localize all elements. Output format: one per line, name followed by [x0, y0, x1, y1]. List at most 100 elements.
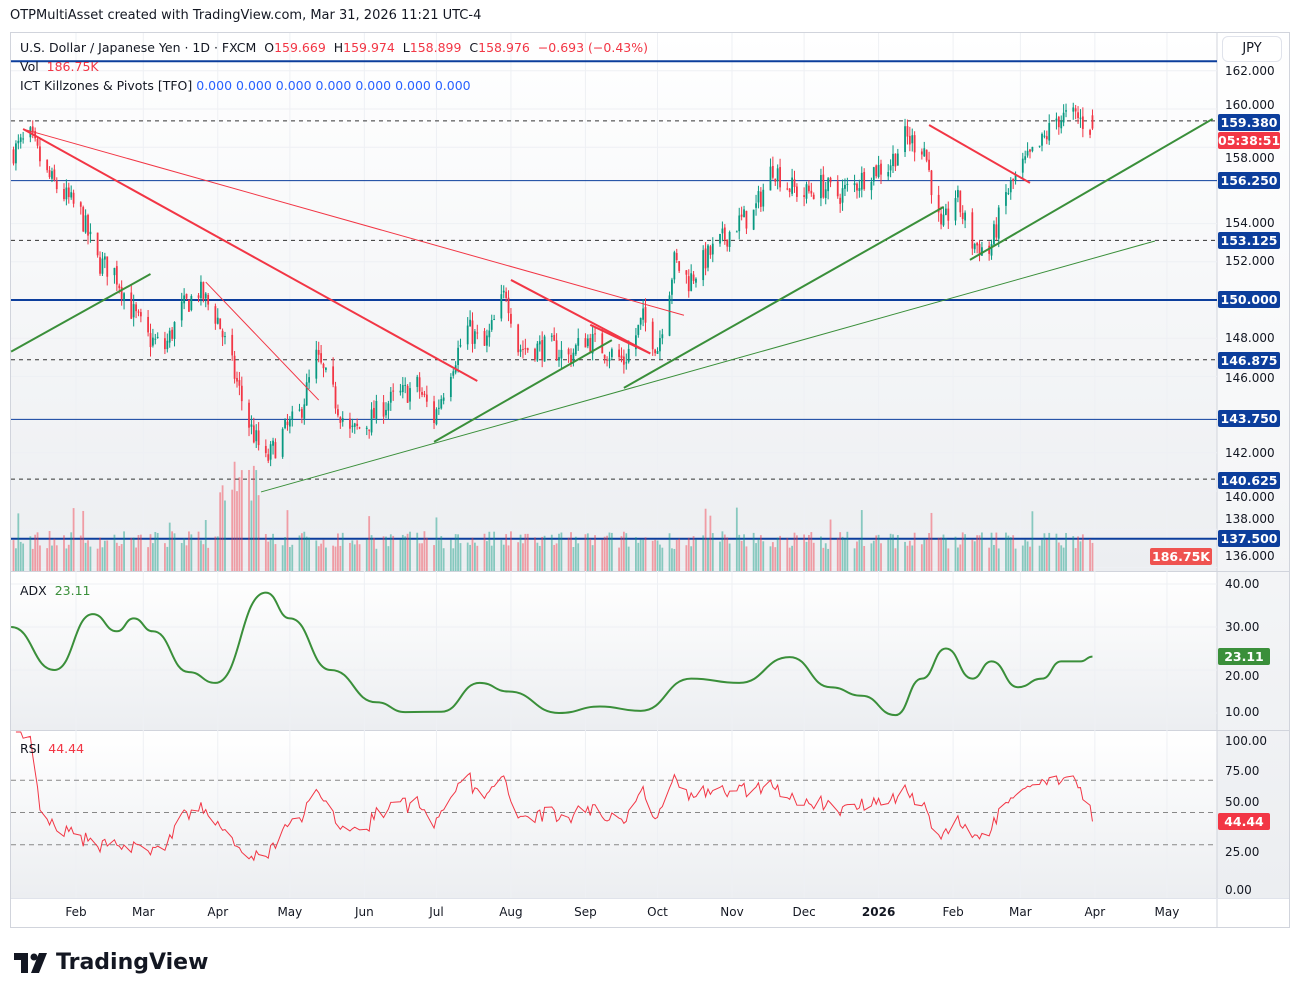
candle-body	[920, 151, 923, 155]
candle-body	[517, 324, 520, 353]
level-price-label: 156.250	[1218, 172, 1280, 189]
candle-body	[315, 349, 318, 379]
level-price-label: 146.875	[1218, 352, 1280, 369]
candle-body	[779, 167, 781, 188]
volume-bar	[659, 544, 661, 571]
volume-bar	[507, 545, 510, 571]
volume-bar	[625, 533, 628, 571]
candle-body	[118, 285, 121, 289]
candle-body	[437, 407, 440, 409]
candle-body	[923, 148, 926, 157]
volume-bar	[558, 533, 560, 571]
volume-bar	[63, 535, 65, 571]
candle-body	[84, 215, 87, 233]
volume-bar	[954, 536, 957, 571]
volume-bar	[728, 543, 731, 571]
volume-bar	[248, 469, 250, 571]
volume-bar	[942, 534, 945, 571]
volume-bar	[644, 537, 647, 571]
volume-bar	[534, 537, 536, 571]
candle-body	[284, 419, 286, 429]
volume-bar	[829, 519, 832, 571]
rsi-legend[interactable]: RSI 44.44	[20, 741, 84, 756]
volume-bar	[325, 547, 327, 571]
candle-body	[752, 209, 755, 230]
volume-bar	[538, 545, 541, 571]
candle-body	[971, 212, 974, 249]
candle-body	[305, 382, 308, 406]
volume-bar	[995, 532, 998, 571]
adx-legend[interactable]: ADX 23.11	[20, 583, 91, 598]
candle-body	[22, 138, 25, 140]
volume-bar	[409, 531, 411, 571]
candle-body	[435, 409, 438, 425]
price-tick-label: 154.000	[1225, 216, 1275, 230]
volume-bar	[743, 534, 745, 571]
tradingview-logo[interactable]: TradingView	[14, 950, 208, 975]
candle-body	[281, 428, 284, 457]
volume-bar	[180, 543, 183, 571]
volume-bar	[1077, 536, 1079, 571]
time-tick-label: Dec	[792, 905, 816, 919]
indicator-legend[interactable]: ICT Killzones & Pivots [TFO] 0.000 0.000…	[20, 78, 471, 93]
volume-bar	[947, 548, 950, 571]
candle-body	[858, 188, 861, 192]
currency-button[interactable]: JPY	[1222, 36, 1282, 62]
volume-bar	[745, 546, 748, 571]
volume-bar	[164, 543, 166, 571]
volume-bar	[793, 532, 796, 571]
candle-body	[973, 243, 976, 250]
volume-bar	[1007, 535, 1010, 571]
candle-body	[188, 300, 190, 312]
volume-bar	[221, 485, 224, 571]
volume-bar	[707, 538, 709, 571]
candle-body	[418, 377, 421, 392]
volume-bar	[1041, 539, 1043, 571]
volume-bar	[668, 533, 671, 571]
price-tick-label: 158.000	[1225, 151, 1275, 165]
time-tick-label: May	[1154, 905, 1180, 919]
candle-body	[387, 403, 390, 411]
volume-bar	[553, 544, 556, 571]
volume-bar	[1081, 534, 1084, 571]
candle-body	[610, 349, 613, 358]
volume-bar	[250, 500, 253, 571]
volume-legend[interactable]: Vol 186.75K	[20, 59, 99, 74]
candle-body	[803, 195, 806, 198]
volume-bar	[471, 537, 474, 571]
rsi-label: RSI	[20, 741, 41, 756]
candle-body	[796, 186, 798, 197]
candle-body	[875, 165, 878, 177]
candle-body	[452, 371, 455, 376]
time-tick-label: Apr	[207, 905, 229, 919]
candle-body	[627, 348, 630, 362]
horizontal-levels	[11, 60, 1217, 540]
candle-body	[637, 324, 640, 335]
volume-bar	[240, 470, 243, 571]
volume-bar	[887, 539, 890, 571]
candle-body	[1055, 118, 1058, 122]
candle-body	[774, 178, 777, 182]
volume-bar	[185, 545, 188, 571]
candle-body	[63, 188, 65, 200]
candle-body	[1089, 130, 1091, 135]
volume-bar	[1065, 532, 1067, 571]
trendlines[interactable]	[10, 118, 1214, 493]
candle-body	[300, 409, 303, 418]
candle-body	[19, 137, 22, 142]
candle-body	[685, 270, 688, 275]
candle-body	[558, 357, 560, 361]
candle-body	[483, 330, 486, 346]
volume-bar	[188, 531, 190, 571]
candle-body	[1043, 135, 1046, 137]
candle-body	[488, 330, 491, 338]
candle-body	[272, 440, 274, 446]
volume-bar	[738, 534, 741, 571]
candle-body	[214, 306, 217, 324]
symbol-title[interactable]: U.S. Dollar / Japanese Yen · 1D · FXCM	[20, 40, 257, 55]
candle-body	[853, 183, 856, 186]
candle-body	[937, 194, 940, 213]
volume-bar	[944, 538, 947, 571]
candle-body	[502, 290, 505, 293]
